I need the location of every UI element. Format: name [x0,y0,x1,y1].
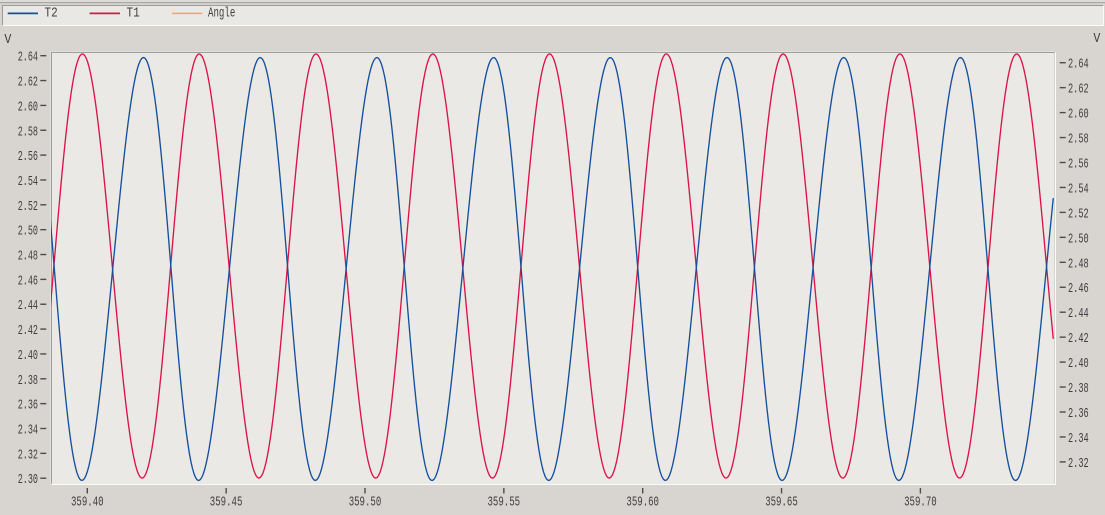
svg-text:2.54: 2.54 [18,174,38,190]
svg-text:2.64: 2.64 [1068,57,1089,73]
svg-text:2.52: 2.52 [1068,206,1089,222]
svg-text:2.30: 2.30 [18,472,38,488]
svg-text:2.38: 2.38 [1068,381,1089,397]
svg-text:2.60: 2.60 [1068,107,1089,123]
svg-text:2.46: 2.46 [18,273,38,289]
svg-text:2.46: 2.46 [1068,281,1089,297]
svg-text:2.34: 2.34 [1068,431,1089,447]
svg-text:359.70: 359.70 [904,494,937,510]
svg-text:2.34: 2.34 [18,423,38,439]
svg-text:2.56: 2.56 [1068,157,1089,173]
svg-text:2.36: 2.36 [1068,406,1089,422]
svg-text:2.42: 2.42 [18,323,38,339]
svg-text:T2: T2 [45,6,58,22]
svg-text:359.40: 359.40 [71,494,104,510]
svg-text:2.58: 2.58 [18,124,38,140]
svg-text:2.32: 2.32 [18,447,38,463]
svg-text:2.48: 2.48 [18,249,38,265]
svg-text:359.55: 359.55 [488,494,521,510]
svg-text:2.54: 2.54 [1068,181,1089,197]
svg-text:2.42: 2.42 [1068,331,1089,347]
svg-text:359.65: 359.65 [765,494,798,510]
svg-text:2.44: 2.44 [18,298,38,314]
svg-text:V: V [1093,31,1100,47]
svg-text:2.38: 2.38 [18,373,38,389]
svg-text:2.62: 2.62 [1068,82,1089,98]
svg-text:T1: T1 [127,6,140,22]
svg-text:2.40: 2.40 [1068,356,1089,372]
svg-text:2.50: 2.50 [1068,231,1089,247]
svg-text:V: V [4,32,11,48]
svg-text:2.60: 2.60 [18,99,38,115]
svg-text:359.45: 359.45 [210,494,243,510]
svg-text:2.48: 2.48 [1068,256,1089,272]
svg-text:359.60: 359.60 [626,494,659,510]
svg-text:Angle: Angle [208,6,235,22]
svg-text:2.64: 2.64 [18,50,38,66]
svg-text:359.50: 359.50 [349,494,382,510]
svg-text:2.44: 2.44 [1068,306,1089,322]
svg-text:2.40: 2.40 [18,348,38,364]
svg-text:2.52: 2.52 [18,199,38,215]
svg-text:2.62: 2.62 [18,75,38,91]
svg-text:2.36: 2.36 [18,398,38,414]
svg-text:2.56: 2.56 [18,149,38,165]
svg-text:2.32: 2.32 [1068,456,1089,472]
svg-text:2.50: 2.50 [18,224,38,240]
svg-text:2.58: 2.58 [1068,132,1089,148]
